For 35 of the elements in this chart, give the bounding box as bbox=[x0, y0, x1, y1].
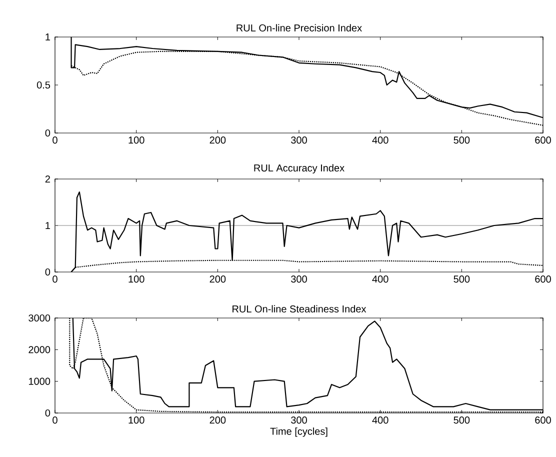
chart-title: RUL On-line Steadiness Index bbox=[232, 305, 366, 312]
x-tick-label: 400 bbox=[372, 136, 388, 144]
x-tick-label: 300 bbox=[291, 136, 307, 144]
y-tick-label: 1 bbox=[46, 222, 50, 229]
y-tick-label: 1 bbox=[46, 34, 50, 40]
x-tick-label: 0 bbox=[52, 276, 58, 283]
x-tick-label: 600 bbox=[535, 136, 551, 144]
x-tick-label: 100 bbox=[128, 276, 144, 283]
x-tick-label: 400 bbox=[372, 276, 388, 283]
x-tick-label: 200 bbox=[210, 276, 226, 283]
x-axis-title: Time [cycles] bbox=[270, 427, 328, 437]
y-tick-label: 3000 bbox=[28, 314, 50, 322]
y-tick-label: 0 bbox=[45, 409, 50, 417]
x-tick-label: 0 bbox=[52, 136, 58, 144]
x-tick-label: 400 bbox=[372, 416, 388, 424]
y-tick-label: 0 bbox=[45, 268, 50, 276]
chart-title: RUL On-line Precision Index bbox=[236, 24, 362, 32]
x-tick-label: 300 bbox=[291, 276, 307, 283]
y-tick-label: 1000 bbox=[28, 378, 50, 385]
y-tick-label: 0.5 bbox=[36, 81, 50, 89]
x-tick-label: 500 bbox=[454, 276, 470, 283]
x-tick-label: 500 bbox=[454, 136, 470, 144]
x-tick-label: 200 bbox=[210, 136, 226, 144]
x-tick-label: 100 bbox=[128, 136, 144, 144]
x-tick-label: 500 bbox=[454, 416, 470, 424]
y-tick-label: 2 bbox=[45, 176, 50, 182]
x-tick-label: 300 bbox=[291, 416, 307, 424]
chart-title: RUL Accuracy Index bbox=[254, 164, 344, 174]
x-tick-label: 100 bbox=[128, 416, 144, 424]
x-tick-label: 600 bbox=[535, 276, 551, 283]
y-tick-label: 2000 bbox=[28, 346, 50, 354]
x-tick-label: 200 bbox=[210, 416, 226, 424]
x-tick-label: 600 bbox=[535, 416, 551, 424]
y-tick-label: 0 bbox=[45, 129, 50, 137]
x-tick-label: 0 bbox=[52, 416, 58, 424]
